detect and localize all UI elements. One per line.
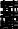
Text: Figure 6: Figure 6 bbox=[1, 2, 18, 21]
Text: Figure 5: Figure 5 bbox=[1, 0, 18, 10]
